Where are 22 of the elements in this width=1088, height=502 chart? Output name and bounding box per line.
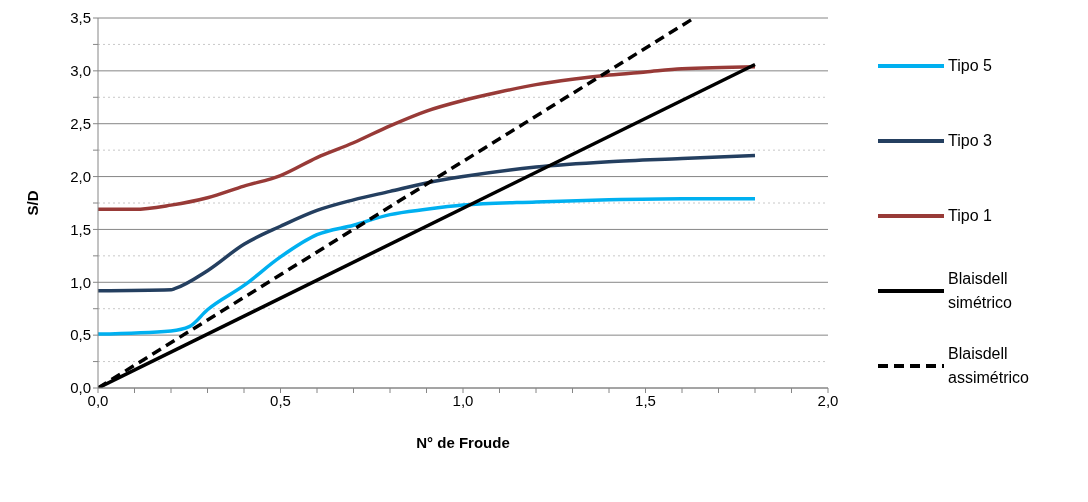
y-tick-label: 2,0 [70,167,91,185]
line-series [98,197,757,336]
line-series [98,153,757,293]
y-tick-label: 3,0 [70,62,91,80]
y-tick-label: 1,0 [70,273,91,291]
x-axis-title: N° de Froude [416,434,510,451]
y-axis-title: S/D [24,190,42,216]
x-tick-label: 2,0 [817,391,839,409]
y-tick-label: 3,5 [70,9,91,27]
x-tick-label: 0,5 [270,391,291,409]
legend-label: Tipo 5 [948,55,993,76]
y-tick-label: 0,5 [70,326,91,344]
x-tick-label: 1,5 [635,391,656,409]
y-tick-label: 2,5 [70,115,91,133]
legend-label: Blaisdell simétrico [948,268,1013,313]
line-series [98,64,757,212]
y-tick-label: 0,0 [70,379,91,397]
x-tick-label: 1,0 [452,391,474,409]
y-tick-label: 1,5 [70,220,91,238]
legend-label: Tipo 3 [948,130,993,151]
legend-label: Blaisdell assimétrico [948,343,1030,388]
legend-label: Tipo 1 [948,205,993,226]
